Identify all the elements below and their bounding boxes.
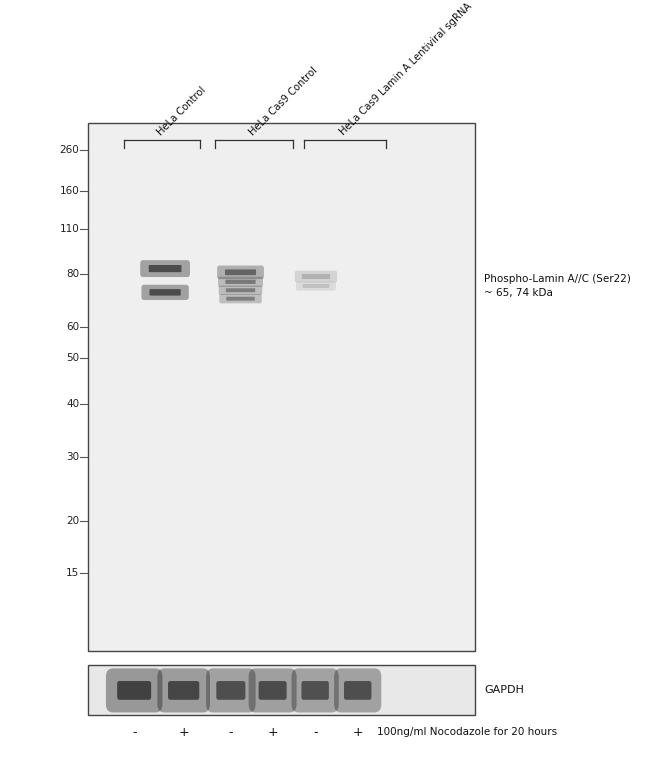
Text: GAPDH: GAPDH bbox=[484, 685, 524, 695]
FancyBboxPatch shape bbox=[225, 269, 256, 275]
FancyBboxPatch shape bbox=[168, 681, 200, 700]
FancyBboxPatch shape bbox=[302, 681, 329, 700]
Text: 40: 40 bbox=[66, 399, 79, 409]
Text: HeLa Cas9 Control: HeLa Cas9 Control bbox=[247, 65, 319, 137]
FancyBboxPatch shape bbox=[218, 277, 263, 287]
FancyBboxPatch shape bbox=[226, 288, 255, 292]
Text: 20: 20 bbox=[66, 516, 79, 526]
Text: HeLa Control: HeLa Control bbox=[155, 85, 207, 137]
FancyBboxPatch shape bbox=[226, 280, 255, 284]
Text: 160: 160 bbox=[60, 186, 79, 196]
FancyBboxPatch shape bbox=[117, 681, 151, 700]
Text: 30: 30 bbox=[66, 452, 79, 462]
FancyBboxPatch shape bbox=[157, 668, 210, 712]
FancyBboxPatch shape bbox=[334, 668, 382, 712]
Text: +: + bbox=[267, 726, 278, 739]
Text: +: + bbox=[178, 726, 189, 739]
FancyBboxPatch shape bbox=[149, 265, 181, 272]
FancyBboxPatch shape bbox=[249, 668, 296, 712]
FancyBboxPatch shape bbox=[142, 284, 188, 300]
FancyBboxPatch shape bbox=[344, 681, 371, 700]
FancyBboxPatch shape bbox=[140, 260, 190, 277]
FancyBboxPatch shape bbox=[292, 668, 339, 712]
Text: 60: 60 bbox=[66, 322, 79, 332]
FancyBboxPatch shape bbox=[219, 294, 262, 303]
FancyBboxPatch shape bbox=[303, 284, 330, 288]
Bar bbox=[88, 123, 474, 651]
Text: -: - bbox=[229, 726, 233, 739]
FancyBboxPatch shape bbox=[106, 668, 162, 712]
FancyBboxPatch shape bbox=[259, 681, 287, 700]
FancyBboxPatch shape bbox=[226, 297, 255, 301]
FancyBboxPatch shape bbox=[302, 274, 330, 279]
FancyBboxPatch shape bbox=[216, 681, 246, 700]
Text: -: - bbox=[313, 726, 317, 739]
FancyBboxPatch shape bbox=[296, 281, 336, 291]
FancyBboxPatch shape bbox=[217, 265, 264, 279]
Text: -: - bbox=[132, 726, 136, 739]
Text: +: + bbox=[352, 726, 363, 739]
Text: Phospho-Lamin A//C (Ser22)
~ 65, 74 kDa: Phospho-Lamin A//C (Ser22) ~ 65, 74 kDa bbox=[484, 274, 631, 298]
FancyBboxPatch shape bbox=[206, 668, 255, 712]
Bar bbox=[88, 665, 474, 715]
Text: 260: 260 bbox=[60, 145, 79, 155]
FancyBboxPatch shape bbox=[219, 285, 263, 295]
Text: 15: 15 bbox=[66, 568, 79, 578]
FancyBboxPatch shape bbox=[294, 271, 337, 282]
Text: HeLa Cas9 Lamin A Lentiviral sgRNA: HeLa Cas9 Lamin A Lentiviral sgRNA bbox=[338, 2, 474, 137]
Text: 50: 50 bbox=[66, 353, 79, 363]
FancyBboxPatch shape bbox=[150, 289, 181, 295]
Text: 80: 80 bbox=[66, 269, 79, 279]
Text: 110: 110 bbox=[60, 224, 79, 234]
Text: 100ng/ml Nocodazole for 20 hours: 100ng/ml Nocodazole for 20 hours bbox=[377, 728, 557, 737]
